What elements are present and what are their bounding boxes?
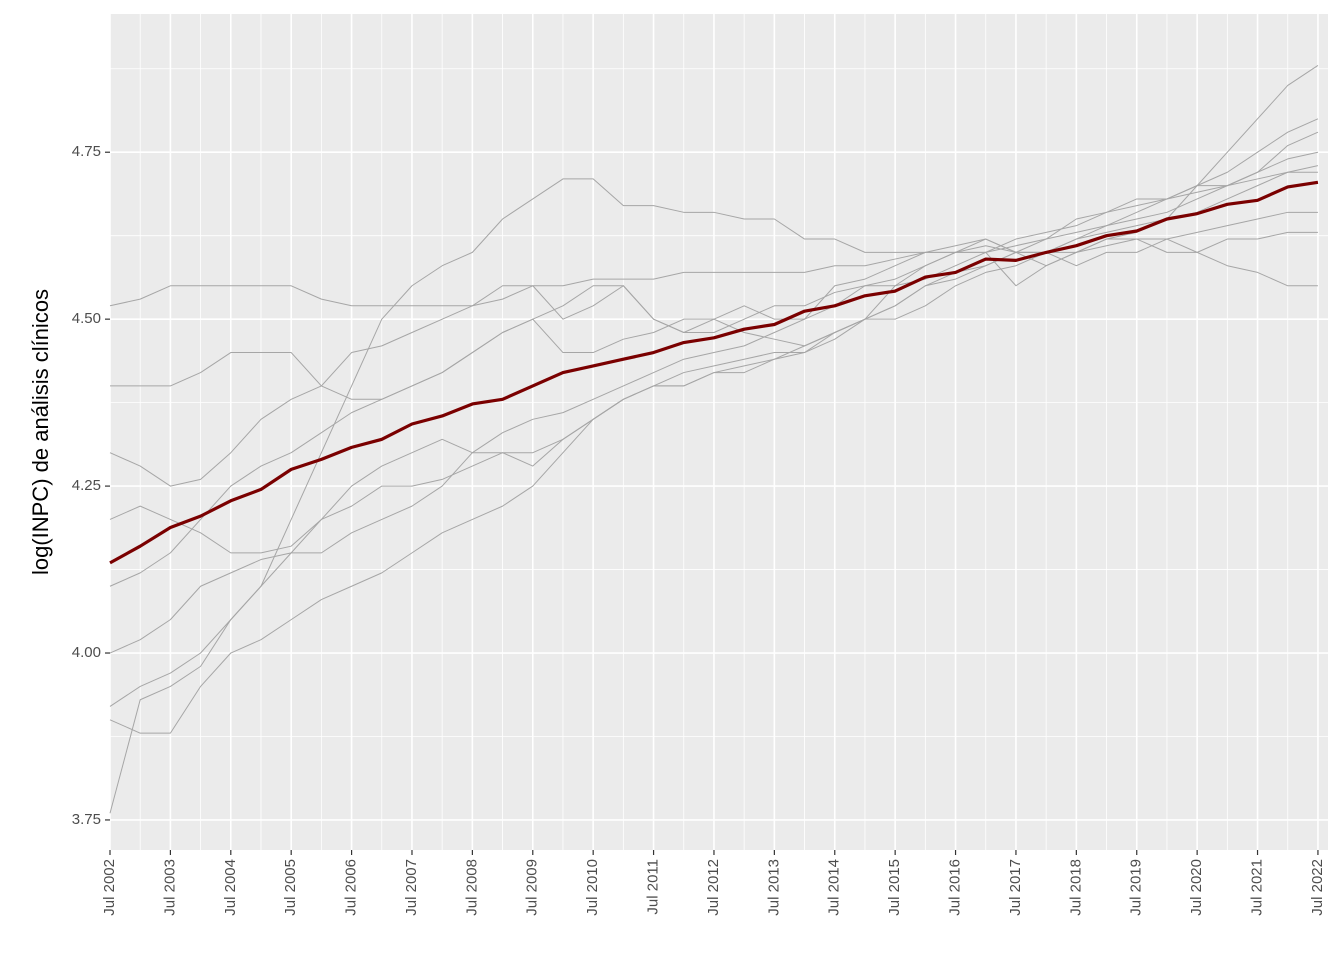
axes: 3.75 4.00 4.25 4.50 4.75 Jul 2002 Jul 2003 Jul … xyxy=(72,143,1326,916)
series-line xyxy=(109,180,1319,565)
y-tick-label: 4.75 xyxy=(72,143,101,160)
x-tick-label: Jul 2002 xyxy=(101,859,118,916)
lines xyxy=(109,65,1319,814)
series-line xyxy=(109,151,1319,587)
x-tick-label: Jul 2016 xyxy=(947,859,964,916)
x-tick-label: Jul 2006 xyxy=(343,859,360,916)
series-line xyxy=(109,118,1319,707)
x-tick-label: Jul 2008 xyxy=(463,859,480,916)
y-tick-label: 4.00 xyxy=(72,644,101,661)
series-line xyxy=(109,131,1319,654)
x-tick-label: Jul 2014 xyxy=(826,859,843,916)
y-tick-label: 3.75 xyxy=(72,811,101,828)
x-tick-label: Jul 2005 xyxy=(282,859,299,916)
y-tick-label: 4.25 xyxy=(72,477,101,494)
x-tick-label: Jul 2004 xyxy=(222,859,239,916)
x-tick-label: Jul 2022 xyxy=(1309,859,1326,916)
x-tick-label: Jul 2007 xyxy=(403,859,420,916)
x-tick-label: Jul 2010 xyxy=(584,859,601,916)
x-tick-label: Jul 2015 xyxy=(886,859,903,916)
x-tick-label: Jul 2017 xyxy=(1007,859,1024,916)
x-tick-label: Jul 2019 xyxy=(1128,859,1145,916)
series-line xyxy=(109,165,1319,307)
x-tick-label: Jul 2013 xyxy=(765,859,782,916)
series-line xyxy=(110,171,1318,400)
x-tick-label: Jul 2009 xyxy=(524,859,541,916)
x-tick-label: Jul 2021 xyxy=(1249,859,1266,916)
y-axis-title: log(INPC) de análisis clínicos xyxy=(28,289,53,575)
panel xyxy=(110,14,1328,850)
series-line xyxy=(109,65,1319,814)
x-tick-label: Jul 2003 xyxy=(161,859,178,916)
y-tick-label: 4.50 xyxy=(72,310,101,327)
grid xyxy=(109,14,1328,850)
x-tick-label: Jul 2012 xyxy=(705,859,722,916)
series-line xyxy=(109,211,1318,734)
x-tick-label: Jul 2011 xyxy=(645,859,662,915)
x-tick-label: Jul 2018 xyxy=(1067,859,1084,916)
x-tick-label: Jul 2020 xyxy=(1188,859,1205,916)
